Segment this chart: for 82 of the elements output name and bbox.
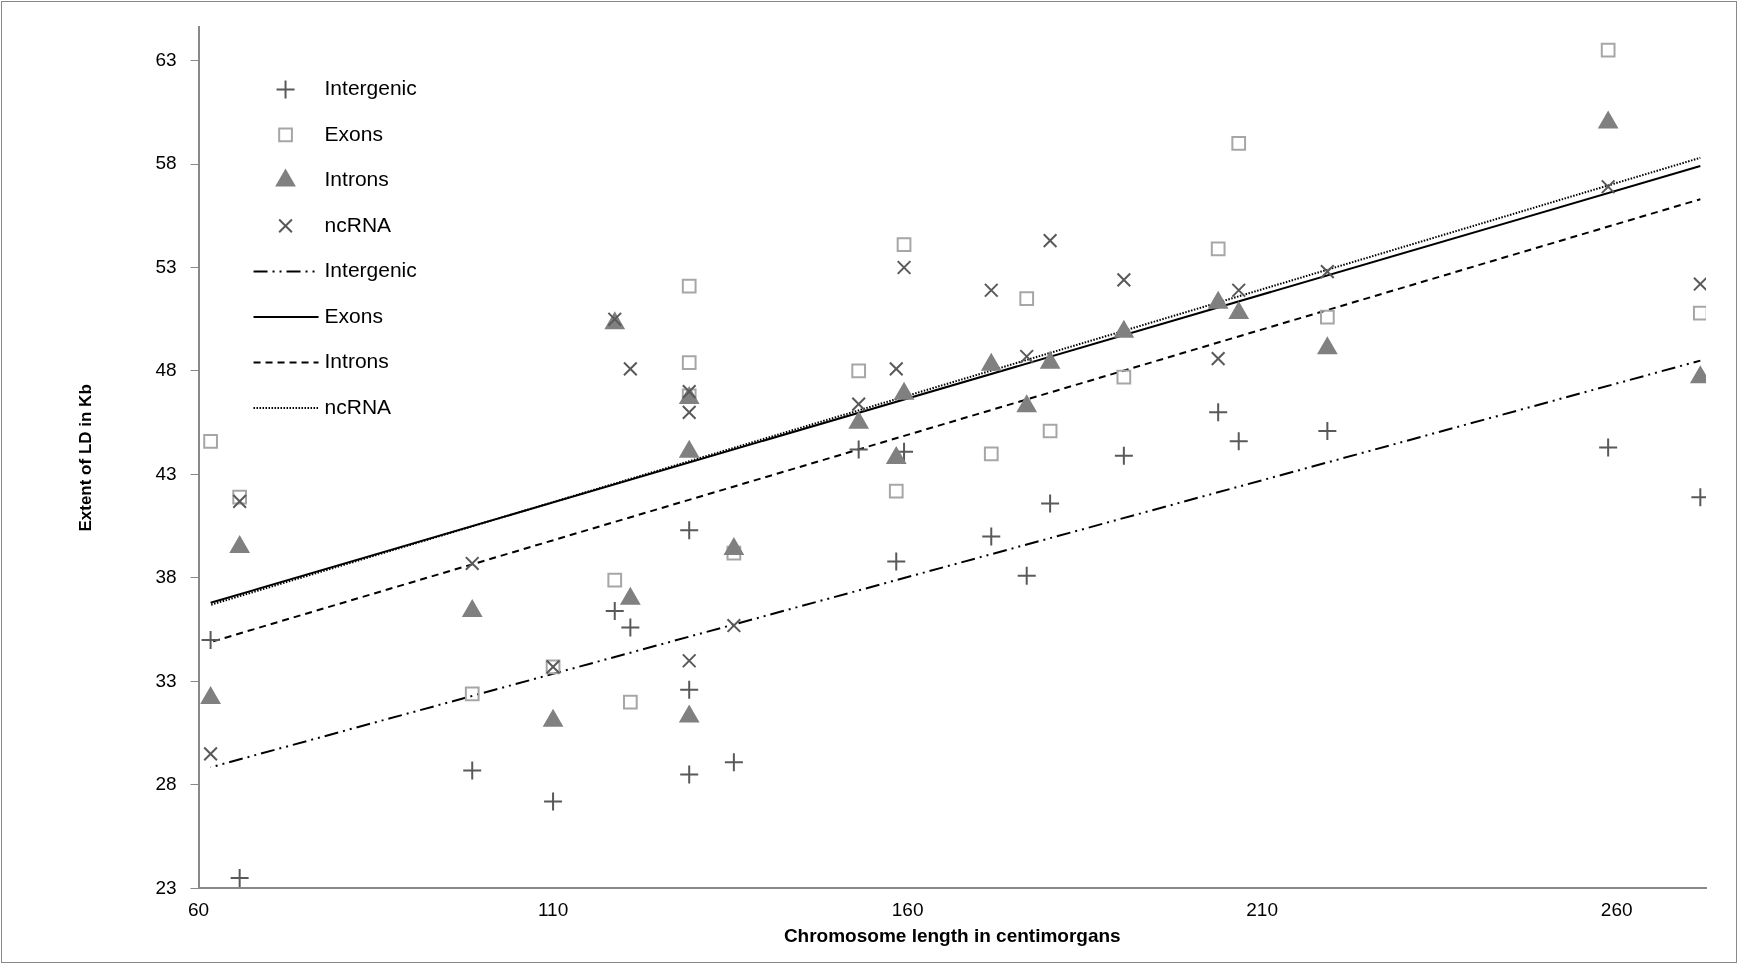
point — [1320, 309, 1335, 325]
point — [681, 653, 697, 669]
y-tick-label: 63 — [155, 48, 177, 70]
point — [679, 520, 700, 541]
point — [1210, 241, 1226, 257]
y-tick-label: 58 — [155, 152, 177, 174]
legend-label: Exons — [324, 303, 383, 327]
point — [848, 439, 869, 460]
point — [723, 752, 744, 773]
point — [622, 694, 638, 710]
y-tick-label: 23 — [155, 876, 177, 898]
point — [888, 483, 904, 499]
point — [851, 363, 867, 379]
point — [851, 396, 867, 412]
point — [1320, 264, 1335, 279]
point — [1019, 349, 1035, 364]
point — [888, 361, 904, 377]
point — [681, 355, 697, 371]
point — [1208, 402, 1229, 423]
point — [896, 237, 912, 253]
legend-label: Introns — [324, 349, 389, 373]
point — [203, 433, 218, 449]
x-tick-label: 210 — [1246, 899, 1278, 921]
y-tick-label: 43 — [155, 462, 177, 484]
point — [1116, 369, 1132, 385]
point — [983, 446, 999, 462]
point — [679, 679, 700, 700]
point — [232, 489, 248, 505]
point — [1231, 282, 1247, 298]
point — [200, 630, 221, 651]
x-tick-label: 260 — [1600, 899, 1633, 921]
point — [229, 868, 250, 889]
x-tick-label: 110 — [537, 899, 569, 921]
legend-label: Exons — [324, 121, 383, 145]
point — [1317, 420, 1338, 441]
y-tick-label: 33 — [155, 669, 177, 691]
point — [232, 494, 248, 509]
point — [622, 361, 638, 377]
legend-label: Introns — [324, 167, 389, 191]
point — [1040, 493, 1061, 514]
point — [1042, 233, 1058, 248]
point — [726, 618, 742, 633]
point — [896, 260, 912, 275]
x-tick-label: 60 — [187, 899, 210, 921]
point — [464, 556, 480, 571]
x-tick-label: 160 — [891, 899, 924, 921]
point — [681, 278, 697, 294]
legend-label: Intergenic — [324, 76, 417, 100]
point — [886, 551, 907, 572]
point — [1600, 42, 1616, 58]
legend-label: ncRNA — [324, 394, 392, 418]
y-tick-label: 48 — [155, 359, 177, 381]
legend-label: Intergenic — [324, 258, 417, 282]
y-axis-title: Extent of LD in Kb — [75, 384, 95, 532]
y-tick-label: 53 — [155, 255, 177, 277]
point — [1692, 276, 1706, 292]
point — [543, 791, 564, 812]
point — [679, 764, 700, 785]
point — [464, 686, 480, 702]
point — [1600, 179, 1616, 195]
y-tick-label: 28 — [155, 773, 177, 795]
point — [620, 617, 641, 638]
point — [607, 572, 623, 588]
y-tick-label: 38 — [155, 566, 177, 588]
point — [681, 405, 697, 420]
x-axis-title: Chromosome length in centimorgans — [783, 924, 1121, 946]
point — [981, 526, 1002, 547]
point — [1113, 445, 1134, 466]
point — [604, 601, 625, 622]
point — [1016, 565, 1037, 586]
point — [1210, 351, 1226, 366]
point — [983, 282, 999, 298]
point — [1598, 437, 1619, 458]
point — [1228, 431, 1249, 452]
point — [462, 760, 483, 781]
point — [1042, 423, 1058, 439]
point — [1229, 302, 1249, 320]
point — [1231, 135, 1247, 151]
point — [1019, 291, 1035, 306]
point — [203, 746, 218, 762]
legend-label: ncRNA — [324, 212, 392, 236]
point — [1116, 272, 1132, 288]
